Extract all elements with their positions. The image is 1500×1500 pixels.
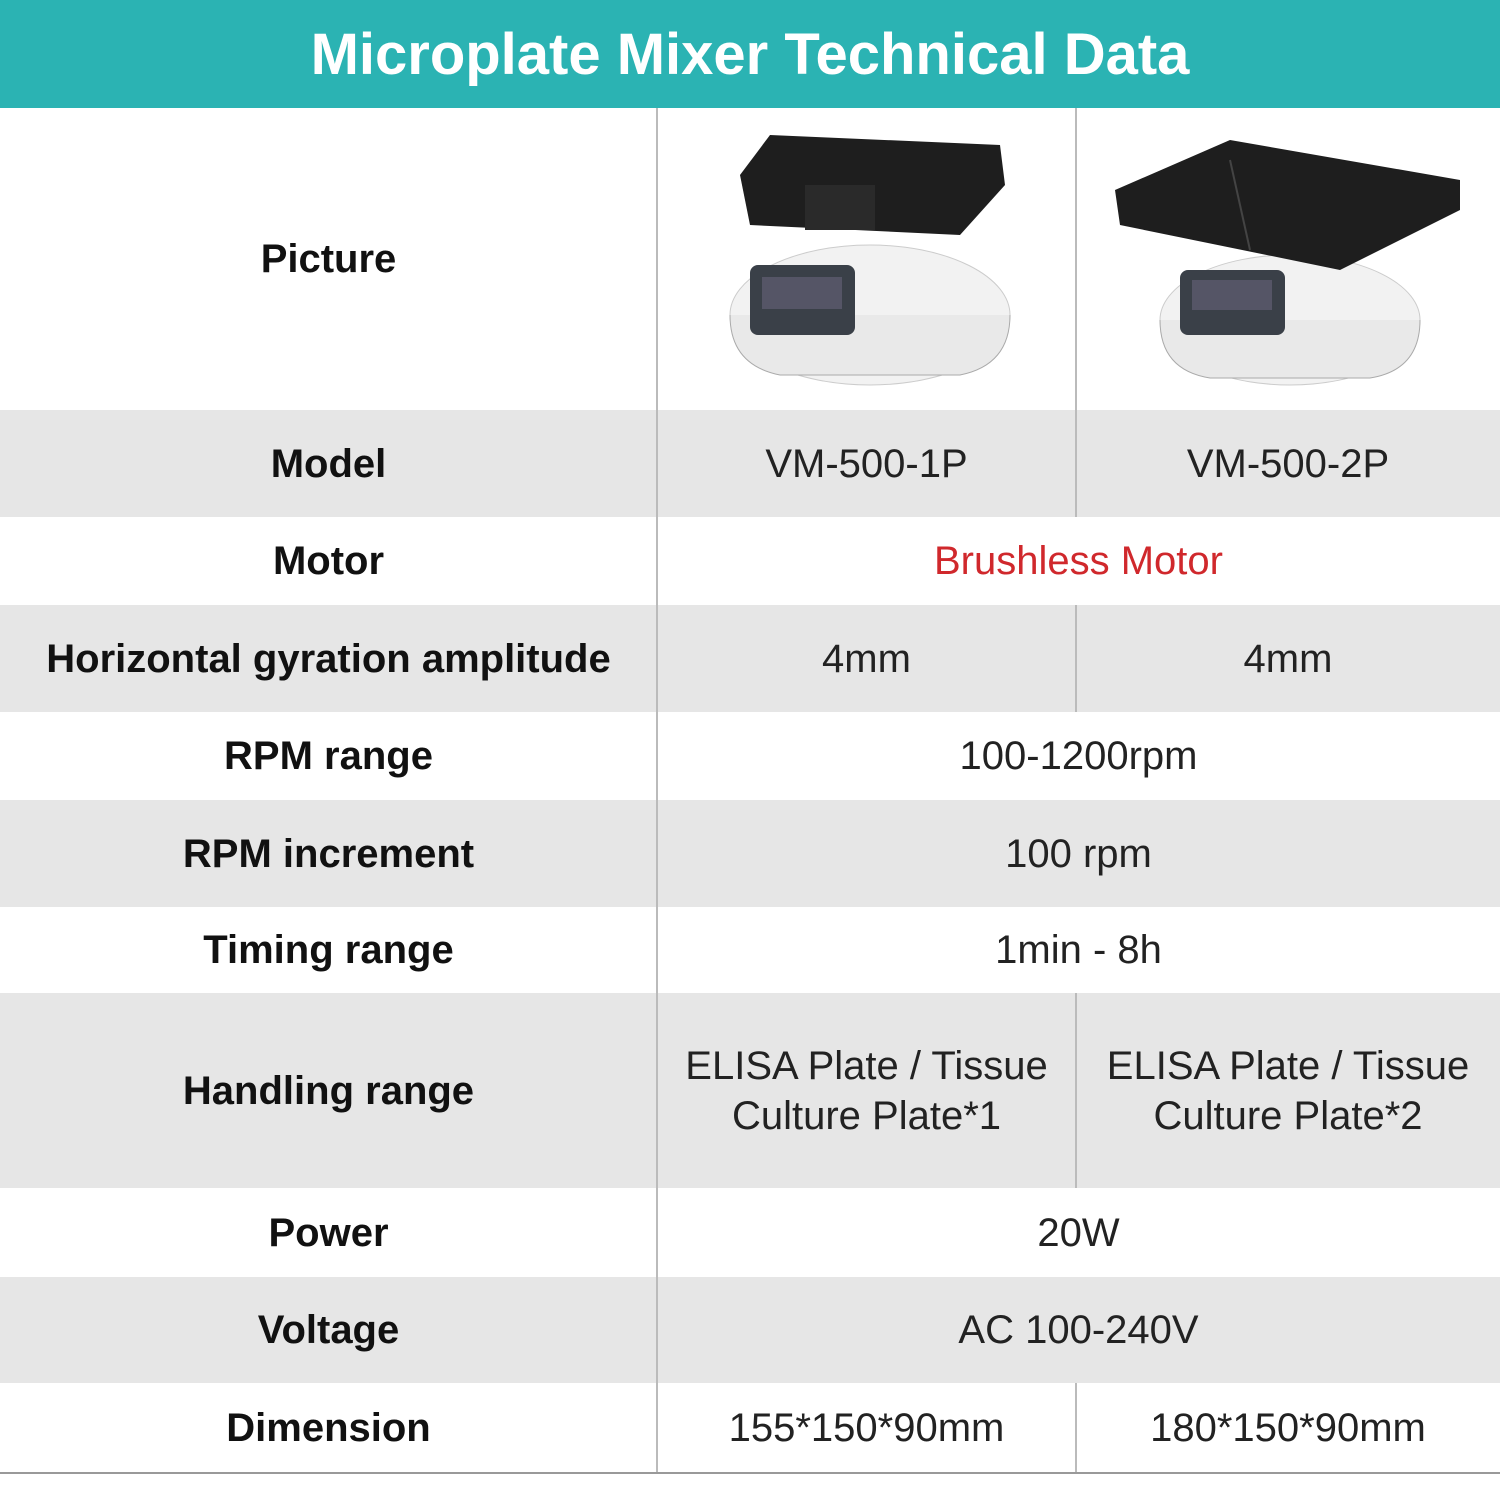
divider <box>656 800 658 907</box>
bottom-border <box>0 1472 1500 1474</box>
value: 155*150*90mm <box>728 1406 1005 1450</box>
value: 20W <box>1037 1210 1120 1255</box>
row-background <box>0 800 1500 907</box>
row-label: Picture <box>260 237 397 281</box>
row-label: Timing range <box>203 928 454 972</box>
value: VM-500-1P <box>765 441 968 486</box>
divider <box>656 1188 658 1277</box>
value: 100 rpm <box>1005 831 1152 876</box>
value: ELISA Plate / Tissue Culture Plate*2 <box>1106 1043 1470 1138</box>
divider <box>1075 993 1077 1188</box>
row-label: Handling range <box>182 1068 475 1113</box>
row-background <box>0 605 1500 712</box>
row-background <box>0 410 1500 517</box>
row-label: RPM increment <box>182 831 475 876</box>
value: 1min - 8h <box>995 928 1162 972</box>
divider <box>656 1277 658 1383</box>
divider <box>656 712 658 800</box>
row-background <box>0 1188 1500 1277</box>
divider <box>656 907 658 993</box>
row-label: Voltage <box>257 1308 400 1352</box>
divider <box>1075 108 1077 410</box>
divider <box>1075 605 1077 712</box>
row-background <box>0 907 1500 993</box>
divider <box>656 993 658 1188</box>
product-image <box>1115 140 1460 386</box>
value: ELISA Plate / Tissue Culture Plate*1 <box>685 1043 1048 1138</box>
row-background <box>0 1383 1500 1473</box>
value: 4mm <box>1243 636 1333 681</box>
value: 180*150*90mm <box>1150 1406 1426 1450</box>
divider <box>656 517 658 605</box>
row-background <box>0 993 1500 1188</box>
divider <box>1075 410 1077 517</box>
row-label: Power <box>268 1210 389 1255</box>
row-label: Dimension <box>226 1406 431 1450</box>
divider <box>1075 1383 1077 1473</box>
divider <box>656 410 658 517</box>
row-label: RPM range <box>224 734 433 778</box>
product-image <box>729 135 1011 386</box>
value: Brushless Motor <box>934 539 1223 583</box>
row-background <box>0 517 1500 605</box>
row-label: Model <box>270 441 387 486</box>
divider <box>656 605 658 712</box>
value: 100-1200rpm <box>959 734 1198 778</box>
divider <box>656 108 658 410</box>
value: AC 100-240V <box>958 1308 1199 1352</box>
divider <box>656 1383 658 1473</box>
row-label: Motor <box>272 539 385 583</box>
row-background <box>0 1277 1500 1383</box>
row-background <box>0 712 1500 800</box>
value: VM-500-2P <box>1186 441 1390 486</box>
title: Microplate Mixer Technical Data <box>0 0 1500 108</box>
row-label: Horizontal gyration amplitude <box>46 636 611 681</box>
value: 4mm <box>822 636 911 681</box>
